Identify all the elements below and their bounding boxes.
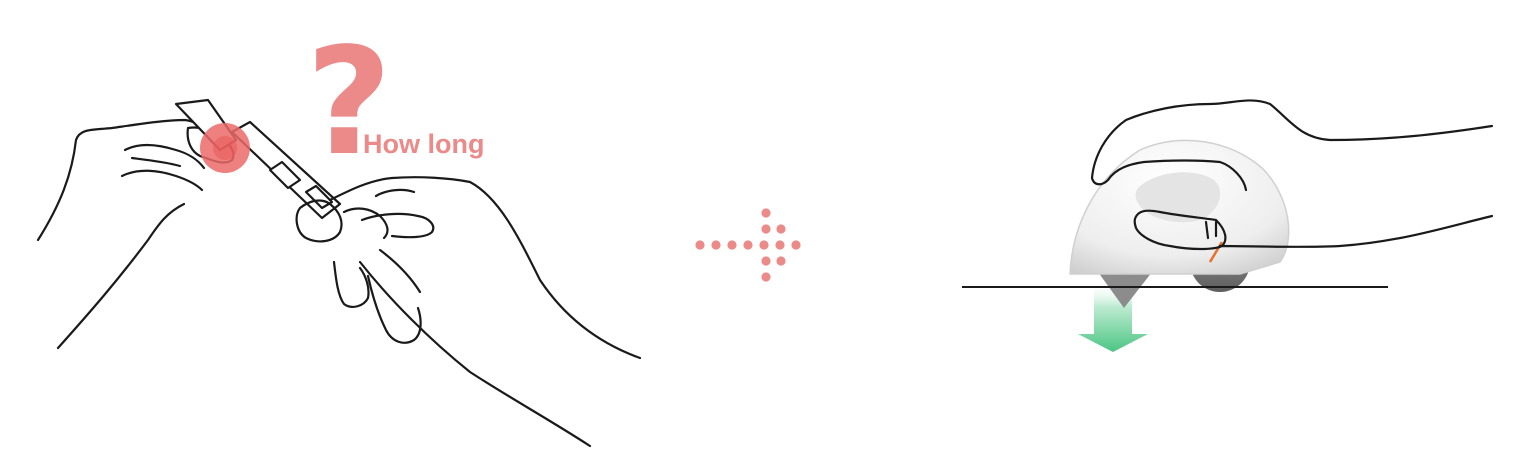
how-long-caption: How long (363, 129, 485, 159)
right-hand-fingers (295, 188, 435, 243)
knife-slider (268, 160, 302, 190)
question-mark-icon: ? (306, 16, 392, 188)
box-cutter-knife (174, 98, 342, 220)
right-arm-lower-outline (358, 260, 592, 448)
right-hand-outline (328, 176, 642, 360)
left-arm-outline (36, 118, 226, 242)
triangle-blade (1098, 272, 1152, 308)
ergonomic-cutter-illustration (1069, 99, 1494, 352)
left-arm-lower-outline (56, 202, 186, 350)
cutter-grip (1135, 172, 1221, 223)
right-hand-curled-fingers (332, 248, 422, 344)
dotted-arrow-icon (695, 208, 801, 282)
hand-over-device-outline (1090, 99, 1494, 251)
left-hand-fingers (120, 144, 206, 192)
